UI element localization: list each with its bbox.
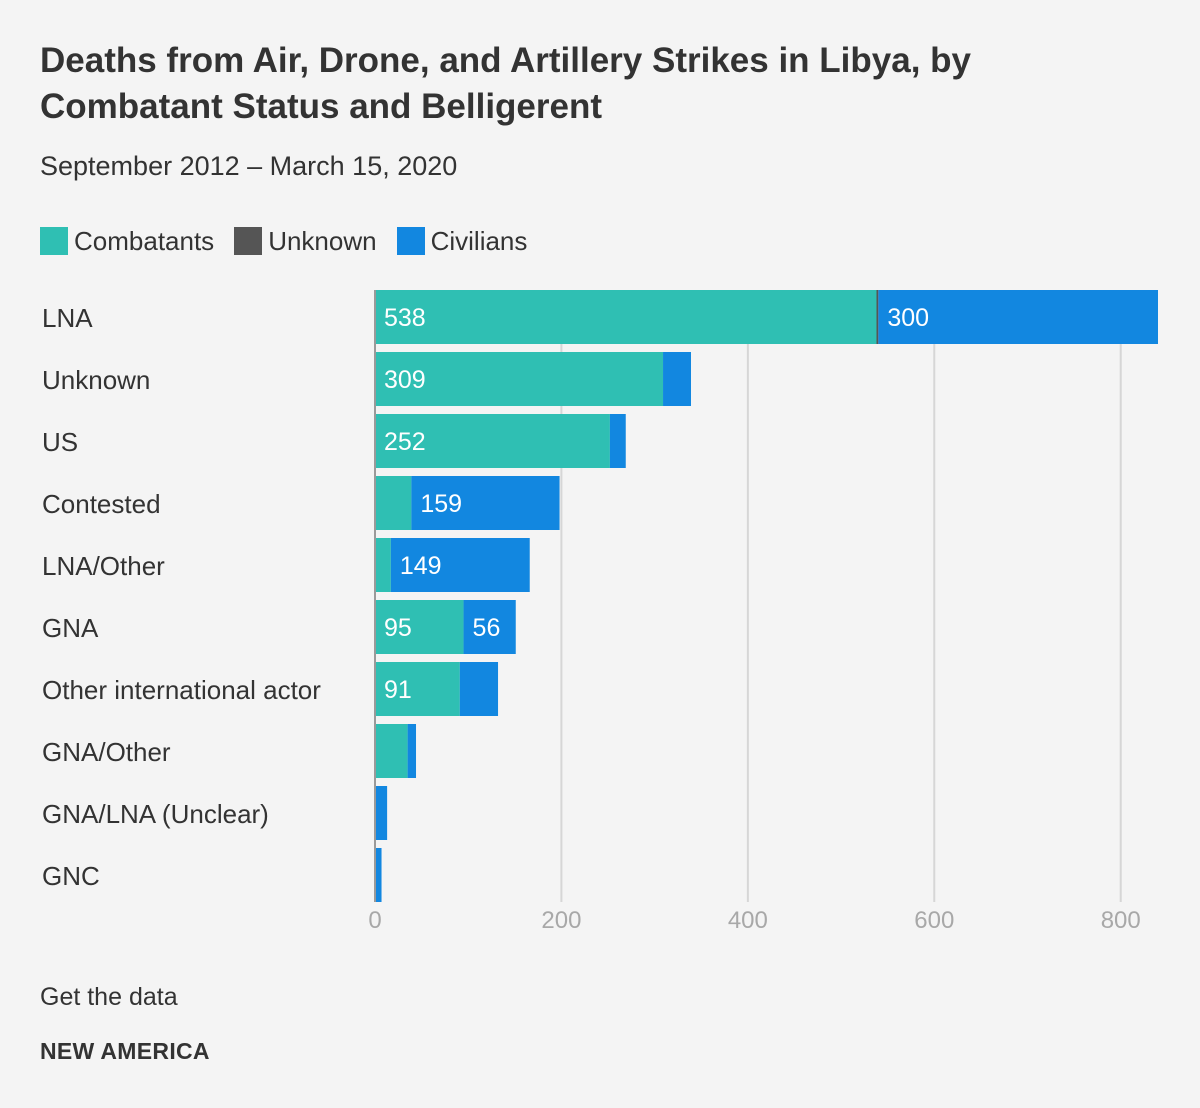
category-label-10: GNC bbox=[42, 861, 100, 891]
legend-swatch-combatants bbox=[40, 227, 68, 255]
bar-civilians-10 bbox=[375, 848, 382, 902]
bar-combatants-1 bbox=[375, 290, 877, 344]
category-label-8: GNA/Other bbox=[42, 737, 171, 767]
data-label-combatants-6: 95 bbox=[384, 614, 412, 642]
bar-civilians-1 bbox=[878, 290, 1158, 344]
data-label-combatants-7: 91 bbox=[384, 676, 412, 704]
x-tick-label-400: 400 bbox=[728, 907, 768, 934]
data-label-civilians-5: 149 bbox=[400, 552, 442, 580]
get-the-data-link[interactable]: Get the data bbox=[40, 983, 178, 1011]
bar-combatants-2 bbox=[375, 352, 664, 406]
x-tick-label-200: 200 bbox=[541, 907, 581, 934]
category-label-1: LNA bbox=[42, 303, 93, 333]
bar-unknown-1 bbox=[876, 290, 879, 344]
bar-civilians-6 bbox=[463, 600, 516, 654]
legend-item-combatants[interactable]: Combatants bbox=[40, 224, 214, 258]
legend-item-unknown[interactable]: Unknown bbox=[234, 224, 377, 258]
source-logo: NEW AMERICA bbox=[40, 1038, 210, 1064]
x-tick-label-800: 800 bbox=[1101, 907, 1141, 934]
data-label-civilians-4: 159 bbox=[420, 490, 462, 518]
legend-label-civilians: Civilians bbox=[430, 226, 528, 256]
data-label-civilians-1: 300 bbox=[887, 304, 929, 332]
bar-civilians-2 bbox=[663, 352, 691, 406]
bar-civilians-5 bbox=[390, 538, 530, 592]
data-label-combatants-1: 538 bbox=[384, 304, 426, 332]
chart-subtitle: September 2012 – March 15, 2020 bbox=[40, 151, 458, 181]
bar-civilians-8 bbox=[407, 724, 417, 778]
legend-swatch-unknown bbox=[234, 227, 263, 255]
legend: Combatants Unknown Civilians bbox=[40, 224, 547, 258]
legend-item-civilians[interactable]: Civilians bbox=[396, 224, 528, 258]
legend-label-unknown: Unknown bbox=[268, 226, 377, 256]
category-label-5: LNA/Other bbox=[42, 551, 165, 581]
chart-title: Deaths from Air, Drone, and Artillery St… bbox=[40, 41, 971, 126]
bar-civilians-4 bbox=[411, 476, 560, 530]
bar-combatants-3 bbox=[375, 414, 610, 468]
x-tick-label-600: 600 bbox=[914, 907, 954, 934]
bar-combatants-9 bbox=[375, 786, 376, 840]
data-label-civilians-6: 56 bbox=[473, 614, 501, 642]
bar-combatants-8 bbox=[375, 724, 408, 778]
bar-civilians-3 bbox=[609, 414, 626, 468]
x-tick-label-0: 0 bbox=[368, 907, 381, 934]
bar-combatants-5 bbox=[375, 538, 391, 592]
data-label-combatants-2: 309 bbox=[384, 366, 426, 394]
category-label-4: Contested bbox=[42, 489, 161, 519]
category-label-6: GNA bbox=[42, 613, 99, 643]
bar-combatants-10 bbox=[375, 848, 376, 902]
category-label-2: Unknown bbox=[42, 365, 150, 395]
category-label-7: Other international actor bbox=[42, 675, 321, 705]
category-label-3: US bbox=[42, 427, 78, 457]
bar-combatants-7 bbox=[375, 662, 460, 716]
bar-civilians-9 bbox=[375, 786, 388, 840]
bar-combatants-4 bbox=[375, 476, 412, 530]
category-label-9: GNA/LNA (Unclear) bbox=[42, 799, 269, 829]
bar-civilians-7 bbox=[459, 662, 499, 716]
bar-combatants-6 bbox=[375, 600, 464, 654]
legend-swatch-civilians bbox=[396, 227, 425, 255]
data-label-combatants-3: 252 bbox=[384, 428, 426, 456]
legend-label-combatants: Combatants bbox=[74, 226, 215, 256]
